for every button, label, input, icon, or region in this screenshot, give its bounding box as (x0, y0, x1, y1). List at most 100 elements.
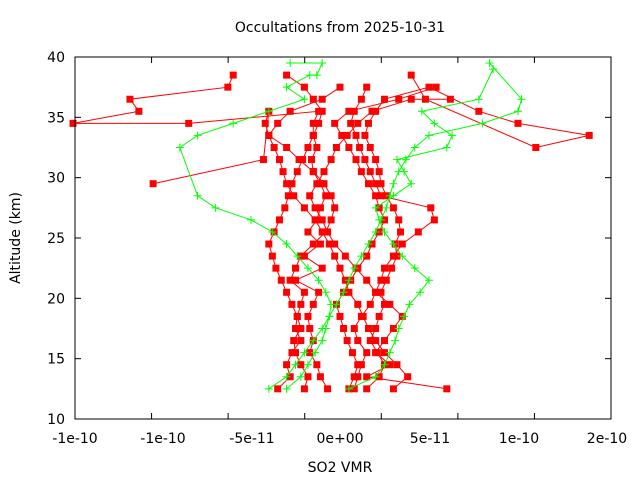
data-point (393, 252, 401, 260)
data-point (416, 288, 425, 297)
data-point (361, 131, 369, 139)
data-point (293, 252, 302, 261)
data-point (400, 312, 409, 321)
data-point (318, 95, 326, 103)
data-point (366, 300, 374, 308)
data-point (318, 264, 326, 272)
data-point (388, 264, 396, 272)
data-point (149, 180, 157, 188)
data-point (327, 192, 335, 200)
x-tick-label: -1e-10 (140, 431, 185, 447)
data-point (389, 179, 398, 188)
data-point (339, 288, 348, 297)
data-point (270, 144, 278, 151)
plot-frame (74, 56, 612, 420)
data-point (299, 156, 307, 164)
data-point (318, 228, 326, 236)
data-point (336, 312, 344, 320)
data-point (303, 360, 312, 369)
data-point (304, 144, 312, 151)
data-point (532, 144, 540, 151)
data-point (398, 252, 407, 261)
data-point (350, 264, 359, 273)
data-point (382, 203, 391, 212)
data-point (354, 373, 362, 381)
data-point (306, 325, 314, 332)
data-point (430, 216, 438, 224)
data-point (414, 228, 422, 236)
data-point (304, 373, 312, 381)
data-point (350, 325, 358, 332)
data-point (475, 107, 483, 115)
x-tick-label: 0e+00 (316, 431, 363, 447)
y-tick-label: 30 (47, 171, 65, 187)
data-point (261, 119, 269, 127)
data-point (283, 361, 291, 369)
data-point (407, 179, 416, 188)
data-point (318, 107, 326, 115)
data-point (295, 156, 303, 164)
data-point (398, 240, 406, 248)
data-point (297, 325, 305, 332)
data-point (318, 59, 327, 68)
series-line (268, 62, 523, 390)
data-point (443, 385, 451, 393)
data-point (352, 131, 360, 139)
data-point (343, 337, 351, 345)
data-point (290, 192, 298, 200)
data-point (514, 119, 522, 127)
series-line (72, 74, 328, 390)
data-point (322, 192, 330, 200)
ticks-layer: -1e-10 -1e-10 -5e-11 0e+00 5e-11 1e-10 2e-10 10… (47, 50, 627, 447)
data-point (357, 95, 365, 103)
data-point (377, 192, 385, 200)
chart-title: Occultations from 2025-10-31 (235, 20, 445, 36)
data-point (377, 180, 385, 188)
data-point (311, 348, 320, 357)
data-point (288, 180, 296, 188)
data-point (315, 119, 323, 127)
data-point (309, 336, 318, 345)
data-point (332, 144, 340, 151)
data-point (372, 288, 380, 296)
data-point (585, 131, 593, 139)
data-point (318, 216, 326, 224)
data-point (354, 119, 362, 127)
data-point (316, 204, 324, 212)
data-point (389, 204, 397, 212)
data-point (372, 156, 380, 164)
data-point (357, 361, 365, 369)
data-point (316, 373, 324, 381)
data-point (357, 168, 365, 176)
data-point (327, 300, 336, 309)
data-point (364, 180, 372, 188)
data-point (372, 349, 380, 357)
data-point (344, 276, 353, 285)
data-point (381, 95, 388, 103)
data-point (259, 156, 267, 164)
data-point (309, 119, 317, 127)
data-point (292, 325, 299, 332)
data-point (381, 349, 388, 357)
data-point (361, 156, 369, 164)
y-tick-label: 15 (47, 352, 65, 368)
data-point (404, 373, 412, 381)
data-point (282, 240, 291, 249)
data-point (363, 276, 371, 284)
data-point (377, 276, 385, 284)
y-axis-label: Altitude (km) (8, 192, 24, 284)
data-point (306, 349, 314, 357)
data-point (372, 337, 380, 345)
y-tick-label: 35 (47, 110, 65, 126)
data-point (316, 180, 324, 188)
data-point (303, 264, 312, 273)
data-point (338, 131, 346, 139)
data-point (331, 252, 339, 260)
data-point (286, 59, 295, 68)
data-point (389, 385, 397, 393)
data-point (407, 95, 415, 103)
data-point (313, 361, 321, 369)
data-point (363, 385, 371, 393)
data-point (268, 227, 277, 236)
